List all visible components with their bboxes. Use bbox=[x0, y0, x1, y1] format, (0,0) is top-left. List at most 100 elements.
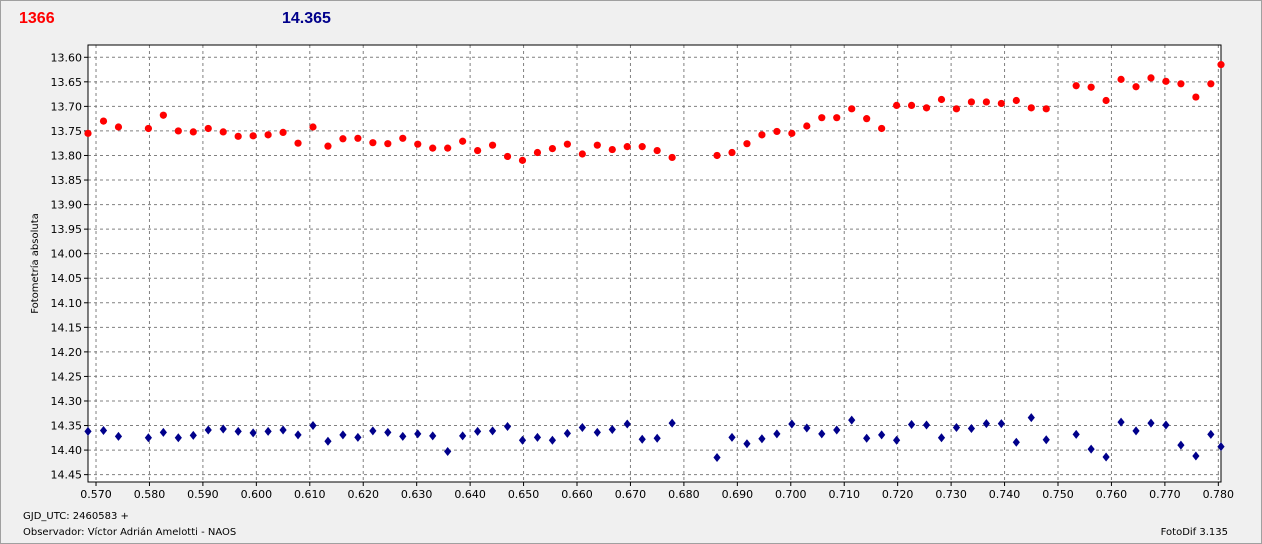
blue-data-point bbox=[204, 425, 212, 435]
blue-data-point bbox=[114, 431, 123, 441]
red-data-point bbox=[563, 140, 571, 148]
red-data-point bbox=[174, 127, 182, 135]
red-data-point bbox=[937, 95, 946, 104]
x-tick-label: 0.660 bbox=[561, 488, 593, 501]
blue-data-point bbox=[818, 429, 826, 439]
red-data-point bbox=[578, 150, 586, 158]
gjd-label: GJD_UTC: 2460583 + bbox=[23, 511, 129, 522]
red-data-point bbox=[114, 123, 123, 131]
blue-data-point bbox=[638, 434, 646, 444]
y-tick-label: 13.95 bbox=[51, 223, 83, 236]
x-tick-label: 0.750 bbox=[1042, 488, 1074, 501]
red-data-point bbox=[892, 101, 901, 109]
blue-data-point bbox=[429, 431, 437, 441]
red-data-point bbox=[608, 145, 616, 154]
blue-data-point bbox=[713, 452, 721, 462]
red-data-point bbox=[234, 132, 242, 140]
red-data-point bbox=[1192, 93, 1200, 101]
y-tick-label: 14.05 bbox=[51, 272, 83, 285]
blue-data-point bbox=[668, 418, 676, 428]
blue-data-point bbox=[922, 420, 931, 430]
blue-data-point bbox=[863, 433, 871, 443]
blue-data-point bbox=[907, 420, 916, 430]
y-tick-label: 13.90 bbox=[51, 199, 83, 212]
red-data-point bbox=[623, 143, 631, 151]
red-data-point bbox=[144, 124, 152, 133]
x-tick-label: 0.680 bbox=[668, 488, 700, 501]
y-tick-label: 14.40 bbox=[51, 444, 83, 457]
blue-data-point bbox=[369, 426, 377, 436]
x-tick-label: 0.780 bbox=[1203, 488, 1235, 501]
red-data-point bbox=[907, 101, 916, 109]
y-tick-label: 14.10 bbox=[51, 297, 83, 310]
red-data-point bbox=[668, 153, 676, 162]
red-data-point bbox=[459, 137, 467, 145]
red-data-point bbox=[997, 99, 1005, 108]
x-tick-label: 0.730 bbox=[935, 488, 967, 501]
blue-data-point bbox=[1192, 451, 1200, 461]
blue-data-point bbox=[309, 421, 317, 431]
y-tick-label: 14.15 bbox=[51, 321, 83, 334]
red-data-point bbox=[369, 139, 377, 147]
blue-data-point bbox=[982, 419, 990, 429]
blue-data-point bbox=[174, 433, 182, 443]
blue-data-point bbox=[99, 425, 108, 435]
x-tick-label: 0.650 bbox=[508, 488, 540, 501]
blue-data-point bbox=[788, 419, 796, 429]
x-tick-label: 0.760 bbox=[1096, 488, 1128, 501]
blue-data-point bbox=[578, 422, 586, 432]
red-data-point bbox=[593, 141, 601, 149]
x-tick-label: 0.620 bbox=[347, 488, 379, 501]
y-tick-label: 14.20 bbox=[51, 346, 83, 359]
red-data-point bbox=[1087, 83, 1095, 91]
red-data-point bbox=[99, 117, 108, 125]
red-data-point bbox=[219, 128, 227, 136]
x-tick-label: 0.700 bbox=[775, 488, 807, 501]
blue-data-point bbox=[1132, 426, 1140, 436]
red-data-point bbox=[1117, 75, 1125, 83]
red-data-point bbox=[1147, 74, 1155, 82]
red-data-point bbox=[503, 152, 512, 161]
red-data-point bbox=[354, 134, 362, 142]
blue-data-point bbox=[518, 435, 527, 445]
red-data-point bbox=[1072, 82, 1080, 90]
red-data-point bbox=[952, 105, 961, 113]
red-data-point bbox=[728, 148, 736, 157]
blue-data-point bbox=[1162, 420, 1170, 430]
blue-data-point bbox=[728, 432, 736, 442]
x-tick-label: 0.630 bbox=[401, 488, 433, 501]
red-data-point bbox=[967, 98, 976, 106]
y-tick-label: 13.80 bbox=[51, 149, 83, 162]
blue-data-point bbox=[159, 427, 167, 437]
red-data-point bbox=[1132, 83, 1140, 91]
red-data-point bbox=[653, 146, 661, 155]
red-series-value: 1366 bbox=[19, 10, 55, 27]
blue-data-point bbox=[339, 430, 347, 440]
blue-data-point bbox=[384, 427, 392, 437]
blue-data-point bbox=[249, 428, 257, 438]
red-data-point bbox=[1217, 61, 1225, 69]
blue-data-point bbox=[803, 423, 811, 433]
blue-data-point bbox=[459, 431, 467, 441]
red-data-point bbox=[758, 131, 766, 139]
blue-data-point bbox=[1012, 437, 1020, 447]
red-data-point bbox=[982, 98, 990, 106]
plot-area bbox=[88, 45, 1221, 482]
blue-data-point bbox=[1102, 452, 1110, 462]
blue-data-point bbox=[444, 447, 452, 457]
blue-data-point bbox=[354, 432, 362, 442]
red-data-point bbox=[444, 144, 452, 152]
red-data-point bbox=[279, 128, 287, 136]
red-data-point bbox=[518, 156, 527, 164]
blue-data-point bbox=[967, 423, 976, 433]
red-data-point bbox=[1012, 96, 1020, 105]
x-tick-label: 0.600 bbox=[241, 488, 273, 501]
blue-data-point bbox=[294, 430, 302, 440]
y-tick-label: 13.75 bbox=[51, 125, 83, 138]
plot-border bbox=[87, 44, 1222, 483]
red-data-point bbox=[878, 124, 886, 133]
red-data-point bbox=[1042, 105, 1050, 113]
x-tick-label: 0.570 bbox=[80, 488, 112, 501]
blue-data-point bbox=[892, 435, 901, 445]
